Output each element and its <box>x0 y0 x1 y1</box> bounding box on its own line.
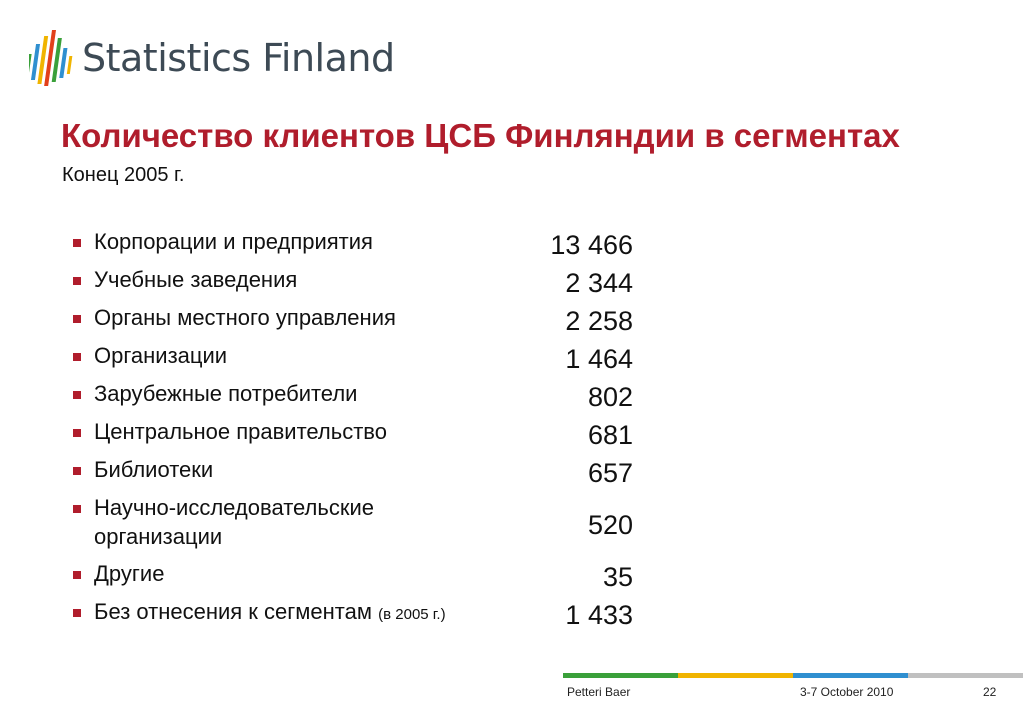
bullet-square-icon <box>73 353 81 361</box>
segment-label: Центральное правительство <box>94 419 387 444</box>
segment-row: Научно-исследовательские организации 520 <box>73 493 633 551</box>
segment-value: 13 466 <box>550 230 633 260</box>
bullet-square-icon <box>73 429 81 437</box>
segment-label: Библиотеки <box>94 457 214 482</box>
segment-value: 35 <box>602 562 633 592</box>
segment-note: (в 2005 г.) <box>378 606 446 623</box>
segment-list: Корпорации и предприятия 13 466 Учебные … <box>73 227 633 638</box>
footer-bar-segment <box>908 673 1023 678</box>
segment-value: 1 464 <box>565 344 633 374</box>
statistics-finland-logo-icon <box>29 30 73 86</box>
footer-color-bar <box>563 673 1023 678</box>
segment-label: Корпорации и предприятия <box>94 229 373 254</box>
slide-title: Количество клиентов ЦСБ Финляндии в сегм… <box>61 117 900 154</box>
segment-value: 1 433 <box>565 600 633 630</box>
segment-row: Другие 35 <box>73 559 633 592</box>
segment-value: 520 <box>587 510 633 540</box>
bullet-square-icon <box>73 505 81 513</box>
segment-value: 657 <box>587 458 633 488</box>
segment-row: Организации 1 464 <box>73 341 633 374</box>
footer-page-number: 22 <box>983 685 997 699</box>
slide-subtitle: Конец 2005 г. <box>62 164 185 186</box>
footer-bar-segment <box>678 673 793 678</box>
segment-value: 2 258 <box>565 306 633 336</box>
segment-row: Корпорации и предприятия 13 466 <box>73 227 633 260</box>
bullet-square-icon <box>73 609 81 617</box>
bullet-square-icon <box>73 315 81 323</box>
segment-row: Центральное правительство 681 <box>73 417 633 450</box>
segment-label: Зарубежные потребители <box>94 381 358 406</box>
segment-row: Библиотеки 657 <box>73 455 633 488</box>
footer-bar-segment <box>563 673 678 678</box>
segment-row: Учебные заведения 2 344 <box>73 265 633 298</box>
segment-label: Научно-исследовательские организации <box>94 495 374 549</box>
segment-row: Зарубежные потребители 802 <box>73 379 633 412</box>
bullet-square-icon <box>73 277 81 285</box>
bullet-square-icon <box>73 239 81 247</box>
segment-label: Учебные заведения <box>94 267 298 292</box>
bullet-square-icon <box>73 571 81 579</box>
footer-bar-segment <box>793 673 908 678</box>
segment-value: 681 <box>587 420 633 450</box>
footer-date: 3-7 October 2010 <box>800 685 894 699</box>
segment-row: Без отнесения к сегментам (в 2005 г.) 1 … <box>73 597 633 630</box>
segment-label: Без отнесения к сегментам <box>94 599 372 624</box>
logo-text: Statistics Finland <box>82 36 395 80</box>
bullet-square-icon <box>73 391 81 399</box>
segment-label: Органы местного управления <box>94 305 396 330</box>
segment-row: Органы местного управления 2 258 <box>73 303 633 336</box>
bullet-square-icon <box>73 467 81 475</box>
segment-label: Другие <box>94 561 165 586</box>
segment-label: Организации <box>94 343 228 368</box>
footer-author: Petteri Baer <box>567 685 631 699</box>
segment-value: 2 344 <box>565 268 633 298</box>
segment-value: 802 <box>587 382 633 412</box>
